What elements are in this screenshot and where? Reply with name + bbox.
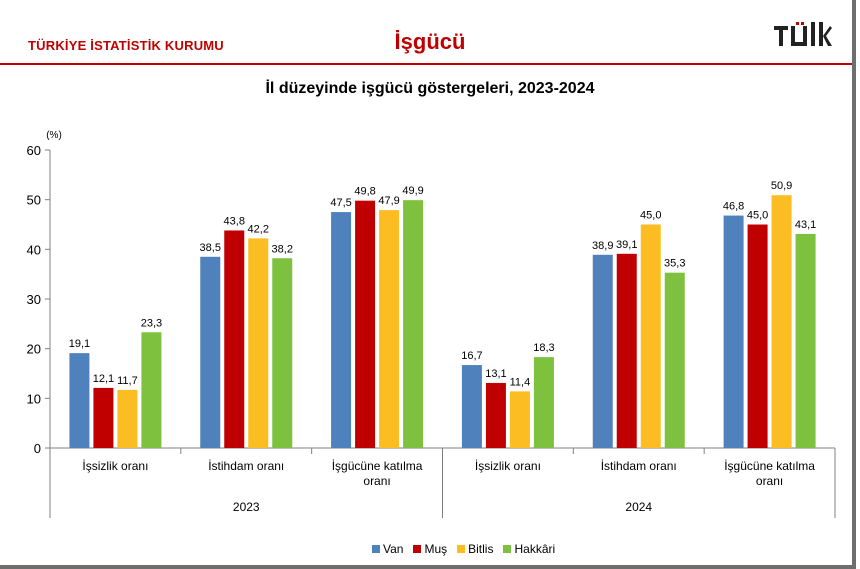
- legend-label: Bitlis: [468, 542, 494, 556]
- data-label: 38,9: [592, 240, 613, 252]
- data-label: 43,8: [224, 215, 245, 227]
- x-category-label: İstihdam oranı: [208, 459, 284, 473]
- bar-muş: [616, 253, 637, 448]
- bar-hakkâri: [533, 357, 554, 448]
- bar-muş: [485, 382, 506, 448]
- bar-muş: [747, 224, 768, 448]
- bar-muş: [224, 230, 245, 448]
- bar-hakkâri: [664, 272, 685, 448]
- x-category-label: İşsizlik oranı: [475, 459, 541, 473]
- data-label: 11,4: [510, 376, 531, 388]
- data-label: 39,1: [616, 239, 637, 251]
- bar-muş: [355, 200, 376, 448]
- data-label: 38,2: [272, 243, 293, 255]
- x-category-label: İşsizlik oranı: [82, 459, 148, 473]
- bar-van: [200, 256, 221, 448]
- legend-swatch: [413, 545, 422, 553]
- x-category-label: oranı: [756, 474, 783, 488]
- bar-bitlis: [771, 195, 792, 448]
- bar-bitlis: [379, 210, 400, 448]
- y-tick-label: 0: [34, 441, 41, 456]
- bar-van: [723, 215, 744, 448]
- legend-item: Van: [372, 542, 403, 556]
- header-divider: [0, 63, 852, 65]
- legend-swatch: [372, 545, 380, 553]
- x-group-label: 2024: [625, 500, 652, 514]
- data-label: 45,0: [747, 210, 768, 222]
- chart-legend: Van Muş Bitlis Hakkâri: [372, 542, 555, 556]
- data-label: 49,8: [354, 186, 375, 198]
- data-label: 49,9: [402, 185, 423, 197]
- x-category-label: oranı: [363, 474, 390, 488]
- data-label: 16,7: [461, 350, 482, 362]
- x-group-label: 2023: [233, 500, 260, 514]
- bar-muş: [93, 387, 114, 448]
- data-label: 50,9: [771, 180, 792, 192]
- bar-hakkâri: [795, 233, 816, 448]
- x-category-label: İşgücüne katılma: [724, 459, 815, 473]
- y-tick-label: 30: [27, 292, 41, 307]
- y-unit-label: (%): [46, 130, 62, 141]
- legend-item: Hakkâri: [503, 542, 555, 556]
- legend-item: Muş: [413, 542, 447, 556]
- bar-bitlis: [117, 389, 138, 448]
- y-tick-label: 20: [27, 342, 41, 357]
- legend-swatch: [457, 545, 466, 553]
- y-tick-label: 40: [27, 242, 41, 257]
- data-label: 13,1: [485, 368, 506, 380]
- page-title: İşgücü: [394, 29, 466, 54]
- data-label: 18,3: [533, 342, 554, 354]
- y-tick-label: 10: [27, 391, 41, 406]
- bar-van: [592, 254, 613, 448]
- y-tick-label: 50: [27, 193, 41, 208]
- data-label: 35,3: [664, 258, 685, 270]
- bar-hakkâri: [272, 258, 293, 448]
- bar-hakkâri: [141, 332, 162, 448]
- bar-van: [69, 353, 90, 448]
- y-tick-label: 60: [27, 143, 41, 158]
- bar-van: [461, 365, 482, 448]
- legend-swatch: [503, 545, 512, 553]
- organization-name: TÜRKİYE İSTATİSTİK KURUMU: [28, 38, 224, 53]
- bar-bitlis: [248, 238, 269, 448]
- data-label: 47,5: [330, 197, 351, 209]
- bar-hakkâri: [403, 200, 424, 448]
- legend-label: Hakkâri: [514, 542, 556, 556]
- data-label: 23,3: [141, 317, 162, 329]
- legend-label: Van: [383, 542, 404, 556]
- data-label: 38,5: [200, 242, 221, 254]
- bar-van: [331, 212, 352, 448]
- data-label: 11,7: [117, 375, 138, 387]
- data-label: 43,1: [795, 219, 816, 231]
- bar-bitlis: [640, 224, 661, 448]
- bar-bitlis: [509, 391, 530, 448]
- tuik-logo: [774, 22, 832, 53]
- chart-title: İl düzeyinde işgücü göstergeleri, 2023-2…: [265, 80, 595, 97]
- legend-item: Bitlis: [457, 542, 493, 556]
- x-category-label: İşgücüne katılma: [332, 459, 423, 473]
- legend-label: Muş: [424, 542, 448, 556]
- data-label: 47,9: [378, 195, 399, 207]
- data-label: 45,0: [640, 210, 661, 222]
- data-label: 42,2: [248, 223, 269, 235]
- x-category-label: İstihdam oranı: [601, 459, 677, 473]
- data-label: 12,1: [93, 373, 114, 385]
- data-label: 46,8: [723, 201, 744, 213]
- data-label: 19,1: [69, 338, 90, 350]
